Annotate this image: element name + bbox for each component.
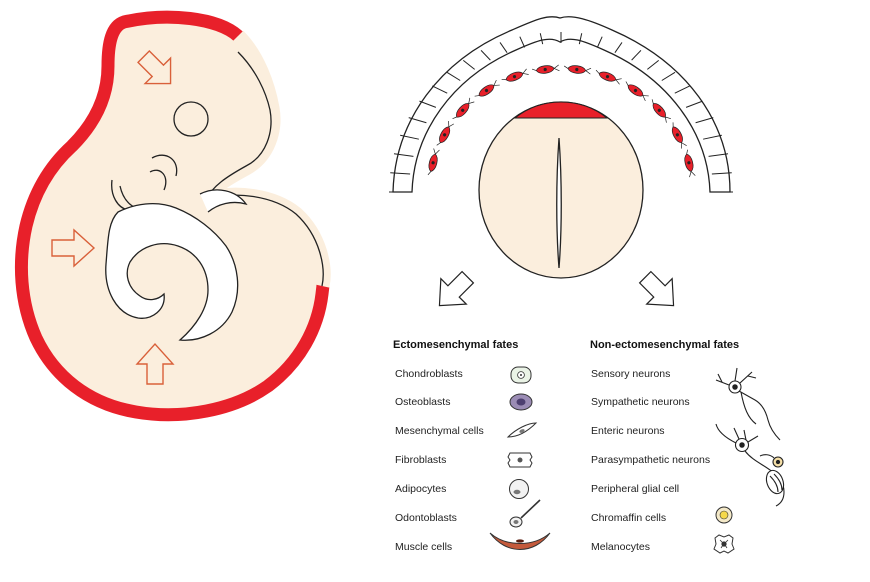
adipocyte-icon	[509, 479, 529, 499]
muscle-cell-icon	[489, 532, 551, 550]
mesenchymal-cell-icon	[506, 422, 538, 438]
neural-crest-cell	[563, 65, 592, 75]
ecto-fate-label: Fibroblasts	[395, 454, 447, 466]
nonecto-fate-label: Sympathetic neurons	[591, 396, 690, 408]
ecto-fates-heading: Ectomesenchymal fates	[393, 339, 519, 351]
ecto-fate-label: Chondroblasts	[395, 368, 463, 380]
fibroblast-icon	[507, 452, 533, 468]
fate-arrow-right	[638, 270, 675, 307]
glial-cell-icon	[759, 454, 785, 507]
osteoblast-icon	[509, 393, 533, 411]
ecto-fate-label: Odontoblasts	[395, 512, 457, 524]
neural-crest-cell	[531, 64, 560, 74]
migration-arrow-bottom	[135, 342, 175, 385]
neural-crest-cell	[474, 79, 500, 97]
neural-crest-dorsal-cap	[513, 101, 609, 119]
nonecto-fate-label: Peripheral glial cell	[591, 483, 680, 495]
chondroblast-icon	[510, 366, 532, 384]
odontoblast-icon	[509, 499, 541, 528]
neural-crest-cell	[684, 149, 696, 178]
chromaffin-cell-icon	[715, 506, 733, 524]
migrating-neural-crest-cells	[427, 64, 696, 178]
sensory-neuron-icon	[715, 367, 781, 441]
neural-crest-cell	[427, 148, 440, 176]
neural-crest-cell	[595, 69, 622, 85]
nonecto-fates-heading: Non-ectomesenchymal fates	[590, 339, 740, 351]
neural-tube-lumen	[556, 137, 562, 269]
ecto-fate-label: Mesenchymal cells	[395, 425, 484, 437]
nonecto-fate-label: Chromaffin cells	[591, 512, 667, 524]
ecto-fate-label: Osteoblasts	[395, 396, 451, 408]
nonecto-fate-label: Enteric neurons	[591, 425, 665, 437]
neural-crest-cell	[651, 99, 671, 123]
ecto-fate-label: Muscle cells	[395, 541, 453, 553]
neural-crest-cell	[672, 122, 687, 149]
sympathetic-neuron-icon	[715, 423, 771, 471]
fate-arrow-left	[438, 270, 475, 307]
embryo-eye	[173, 101, 209, 137]
ecto-fate-label: Adipocytes	[395, 483, 447, 495]
neural-tube-section	[389, 16, 733, 307]
nonecto-fate-label: Parasympathetic neurons	[591, 454, 711, 466]
pharyngeal-arches	[111, 154, 178, 211]
neural-crest-cell	[436, 121, 455, 146]
nonecto-fate-label: Melanocytes	[591, 541, 650, 553]
melanocyte-icon	[713, 534, 735, 554]
neural-crest-cell	[625, 81, 649, 102]
nonecto-fate-label: Sensory neurons	[591, 368, 671, 380]
migration-arrow-left	[51, 228, 96, 268]
migration-arrow-top	[137, 50, 172, 85]
neural-crest-cell	[452, 97, 475, 119]
body-cavity	[105, 202, 239, 341]
neural-crest-cell	[501, 68, 529, 82]
embryo-illustration	[14, 10, 331, 422]
